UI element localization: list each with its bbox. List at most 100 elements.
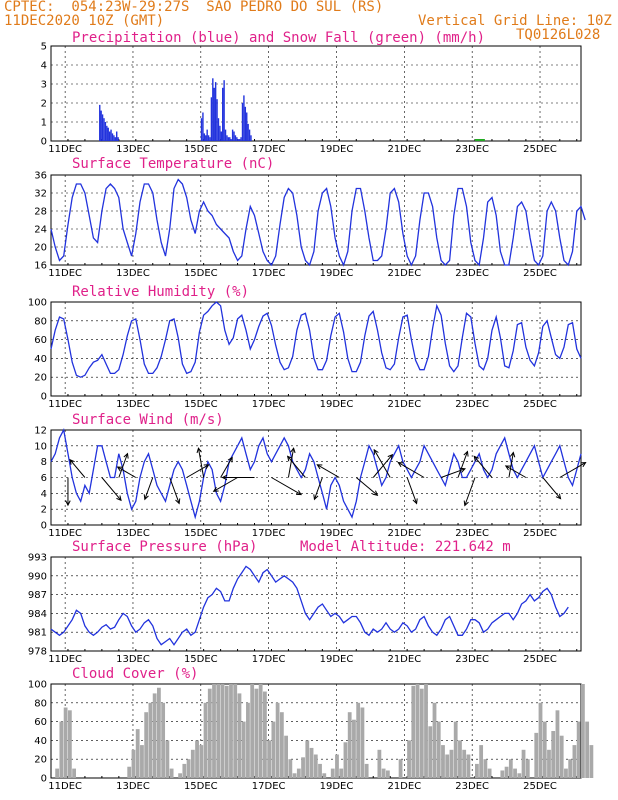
temp-xtick-label: 11DEC (48, 268, 82, 279)
wind-title: Surface Wind (m/s) (72, 412, 224, 428)
precip-bar (214, 82, 217, 141)
rh-xtick-label: 17DEC (252, 399, 286, 410)
wind-vector-head (509, 451, 516, 458)
temp-ytick-label: 16 (34, 261, 47, 272)
rh-ytick-label: 100 (28, 298, 47, 309)
wind-vector (372, 454, 393, 478)
cloud-bar (356, 702, 361, 778)
rh-xtick-label: 25DEC (523, 399, 557, 410)
rh-ytick-label: 0 (41, 392, 47, 403)
wind-series-line (50, 428, 582, 520)
cloud-ytick-label: 80 (34, 698, 47, 709)
cloud-bar (284, 735, 288, 778)
cloud-bar (271, 721, 276, 778)
cloud-bar (559, 735, 564, 778)
temp-xtick-label: 23DEC (455, 268, 489, 279)
cloud-bar (212, 684, 216, 778)
cloud-bar (195, 740, 199, 778)
wind-vector (213, 477, 238, 492)
pres-xtick-label: 21DEC (387, 654, 421, 665)
precip-bar (207, 135, 210, 141)
wind-vector (464, 477, 476, 506)
rh-ytick-label: 40 (34, 354, 47, 365)
precip-bar (106, 125, 108, 141)
cloud-bar (309, 747, 314, 778)
cloud-xtick-label: 23DEC (455, 781, 489, 792)
wind-vector (542, 477, 561, 499)
header-line1: CPTEC: 054:23W-29:27S SAO PEDRO DO SUL (… (4, 0, 384, 15)
cloud-bar (229, 684, 233, 778)
cloud-bar (487, 768, 492, 778)
precip-bar (209, 137, 211, 141)
cloud-bar (246, 702, 250, 778)
wind-vector-head (175, 498, 181, 505)
temp-xtick-label: 25DEC (523, 268, 557, 279)
precip-bar (202, 112, 204, 141)
wind-vector (373, 449, 391, 478)
wind-vector (169, 477, 180, 504)
cloud-bar (428, 726, 433, 778)
temp-xtick-label: 17DEC (252, 268, 286, 279)
wind-ytick-label: 12 (34, 426, 47, 437)
cloud-bar (419, 688, 424, 778)
cloud-bar (568, 759, 573, 778)
wind-vector (406, 477, 418, 504)
wind-vector-head (203, 464, 210, 470)
rh-series-line (50, 301, 582, 378)
rh-ytick-label: 80 (34, 316, 47, 327)
wind-xtick-label: 19DEC (320, 528, 354, 539)
wind-vector-head (69, 458, 75, 465)
precip-xtick-label: 25DEC (523, 144, 557, 155)
wind-ytick-label: 10 (34, 441, 47, 452)
cloud-bar (589, 745, 594, 778)
precip-bar (240, 137, 242, 141)
wind-vector-head (463, 500, 469, 507)
cloud-bar (381, 768, 386, 778)
cloud-bar (411, 685, 416, 778)
pres-xtick-label: 15DEC (184, 654, 218, 665)
cloud-bar (436, 721, 441, 778)
precip-bar (114, 137, 116, 141)
precip-bar (230, 139, 232, 141)
precip-bar (212, 78, 214, 141)
rh-ytick-label: 60 (34, 335, 47, 346)
cloud-bar (445, 754, 450, 778)
precip-bar (246, 112, 248, 141)
wind-vector-head (397, 462, 404, 468)
cloud-bar (72, 768, 76, 778)
temp-xtick-label: 19DEC (320, 268, 354, 279)
precip-bar (99, 104, 101, 141)
precip-bar (227, 137, 230, 141)
wind-ytick-label: 2 (41, 505, 47, 516)
wind-vector (117, 466, 137, 478)
cloud-bar (127, 766, 132, 778)
precip-ytick-label: 3 (41, 80, 47, 91)
wind-vector-head (290, 447, 296, 454)
precip-bar (224, 129, 227, 141)
cloud-bar (67, 710, 72, 778)
precip-bar (100, 110, 102, 141)
cloud-bar (339, 768, 344, 778)
cloud-bar (199, 745, 204, 778)
cloud-bar (415, 684, 420, 778)
cloud-bar (466, 754, 471, 778)
header-model-code: TQ0126L028 (516, 27, 601, 43)
pres-ytick-label: 981 (28, 628, 47, 639)
cloud-bar (500, 770, 505, 778)
cloud-bar (250, 684, 255, 778)
cloud-bar (169, 768, 174, 778)
cloud-bar (318, 763, 322, 778)
precip-xtick-label: 13DEC (116, 144, 150, 155)
cloud-bar (275, 702, 280, 778)
cloud-bar (462, 749, 467, 778)
cloud-bar (216, 684, 221, 778)
cloud-bar (186, 759, 191, 778)
cloud-bar (534, 732, 539, 778)
wind-xtick-label: 23DEC (455, 528, 489, 539)
precip-bar (247, 123, 249, 141)
precip-bar (113, 135, 115, 141)
pres-ytick-label: 990 (28, 571, 47, 582)
wind-vector (398, 462, 425, 478)
pres-xtick-label: 23DEC (455, 654, 489, 665)
